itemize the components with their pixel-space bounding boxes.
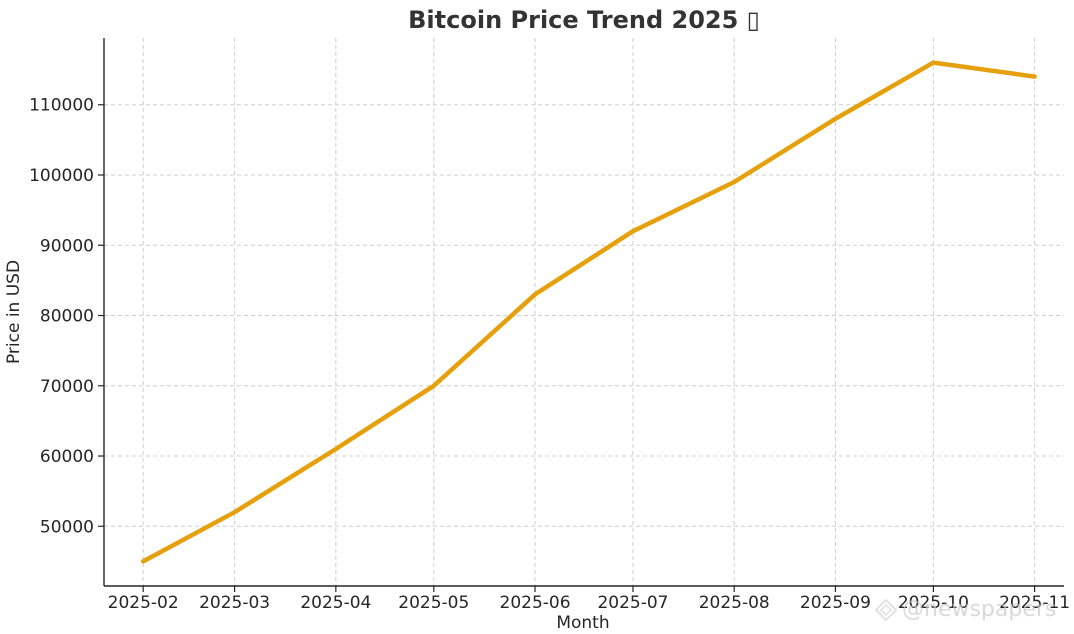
y-tick-label: 100000 <box>29 166 94 186</box>
x-tick-label: 2025-09 <box>800 593 871 613</box>
x-tick-label: 2025-07 <box>597 593 668 613</box>
x-tick-label: 2025-10 <box>898 593 969 613</box>
axis-layer <box>103 38 1064 587</box>
watermark-logo-icon <box>874 598 898 622</box>
x-tick-label: 2025-08 <box>699 593 770 613</box>
y-tick-label: 90000 <box>40 236 94 256</box>
y-tick-label: 60000 <box>40 447 94 467</box>
tick-layer: 2025-02 2025-03 2025-04 2025-05 2025-06 2025-… <box>29 96 1070 613</box>
x-tick-label: 2025-11 <box>999 593 1070 613</box>
y-tick-label: 50000 <box>40 517 94 537</box>
x-tick-label: 2025-04 <box>300 593 371 613</box>
watermark: @newspapers <box>874 597 1056 622</box>
x-tick-label: 2025-05 <box>398 593 469 613</box>
x-tick-label: 2025-06 <box>500 593 571 613</box>
series-line <box>140 60 1037 564</box>
grid-layer <box>104 38 1064 586</box>
x-axis-label: Month <box>556 613 609 633</box>
y-tick-label: 80000 <box>40 307 94 327</box>
y-tick-label: 110000 <box>29 96 94 116</box>
watermark-text: @newspapers <box>902 597 1056 622</box>
series-layer <box>140 60 1037 564</box>
x-tick-label: 2025-02 <box>108 593 179 613</box>
y-axis-label: Price in USD <box>4 260 24 364</box>
chart-title: Bitcoin Price Trend 2025 ▯ <box>408 6 760 34</box>
y-tick-label: 70000 <box>40 377 94 397</box>
x-tick-label: 2025-03 <box>199 593 270 613</box>
